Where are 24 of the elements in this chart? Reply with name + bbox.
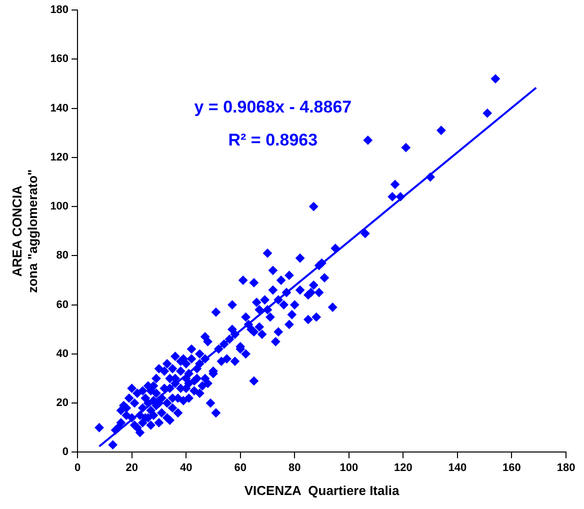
x-tick-label: 80: [288, 462, 301, 474]
x-tick-label: 60: [234, 462, 246, 474]
y-tick-label: 0: [62, 446, 69, 458]
x-tick-label: 160: [502, 462, 521, 474]
annotation: R² = 0.8963: [228, 130, 318, 150]
y-axis-title: AREA CONCIA zona "agglomerato": [9, 169, 40, 293]
annotation: y = 0.9068x - 4.8867: [194, 98, 352, 117]
x-tick-label: 140: [448, 462, 467, 474]
x-tick-label: 120: [394, 462, 412, 474]
y-tick-label: 100: [50, 200, 69, 213]
y-tick-label: 20: [56, 397, 69, 410]
y-tick-label: 120: [50, 151, 69, 164]
x-axis-title: VICENZA Quartiere Italia: [244, 482, 400, 498]
x-tick-label: 20: [126, 462, 138, 474]
y-tick-label: 60: [56, 298, 69, 311]
x-tick-label: 0: [74, 462, 81, 474]
y-tick-label: 160: [50, 53, 69, 66]
x-tick-label: 40: [180, 462, 192, 474]
x-tick-label: 100: [340, 462, 358, 474]
y-tick-label: 180: [50, 4, 69, 16]
x-tick-label: 180: [556, 462, 576, 474]
y-tick-label: 80: [56, 250, 69, 262]
y-tick-label: 140: [50, 102, 69, 114]
y-tick-label: 40: [56, 348, 69, 360]
